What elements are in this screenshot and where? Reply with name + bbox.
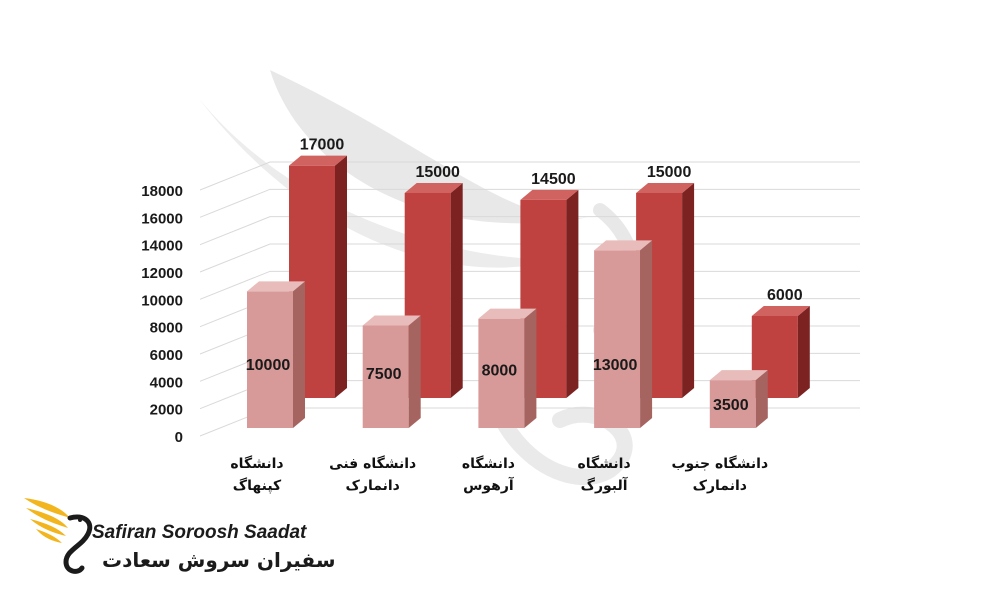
front-bar-side bbox=[755, 370, 768, 428]
category-label: آرهوس bbox=[463, 476, 515, 494]
back-bar-top bbox=[520, 189, 579, 200]
front-bar bbox=[362, 315, 421, 428]
y-tick-label: 4000 bbox=[150, 374, 183, 391]
front-bar-face bbox=[594, 250, 641, 428]
data-label-back: 15000 bbox=[415, 164, 460, 181]
front-bar-face bbox=[247, 291, 293, 428]
category-label: دانشگاه bbox=[230, 455, 283, 472]
back-bar-side bbox=[682, 183, 695, 398]
y-tick-label: 14000 bbox=[141, 238, 183, 255]
category-label: آلبورگ bbox=[581, 476, 629, 494]
front-bar-top bbox=[247, 281, 305, 292]
y-tick-label: 10000 bbox=[141, 292, 183, 309]
back-bar-top bbox=[404, 183, 463, 193]
y-tick-label: 8000 bbox=[150, 320, 183, 337]
data-label-back: 15000 bbox=[647, 164, 692, 181]
logo-name-persian: سفیران سروش سعادت bbox=[102, 548, 336, 572]
y-tick-label: 16000 bbox=[141, 210, 183, 227]
front-bar bbox=[247, 281, 305, 428]
data-label-front: 3500 bbox=[713, 397, 749, 414]
front-bar-side bbox=[640, 240, 653, 428]
front-bar-top bbox=[709, 370, 768, 381]
category-label: دانشگاه فنی bbox=[329, 455, 416, 472]
front-bar-face bbox=[478, 318, 525, 428]
data-label-back: 17000 bbox=[300, 137, 345, 154]
y-tick-label: 2000 bbox=[150, 402, 183, 419]
y-tick-label: 6000 bbox=[150, 347, 183, 364]
back-bar-top bbox=[289, 155, 347, 166]
front-bar-top bbox=[362, 315, 421, 326]
logo-name-english: Safiran Soroosh Saadat bbox=[92, 522, 307, 543]
data-label-front: 8000 bbox=[482, 362, 518, 379]
back-bar-top bbox=[751, 306, 810, 316]
category-label: دانشگاه جنوب bbox=[671, 455, 768, 472]
data-label-front: 10000 bbox=[246, 357, 291, 374]
front-bar-face bbox=[709, 380, 756, 428]
y-tick-label: 18000 bbox=[141, 183, 183, 200]
logo-bird-icon bbox=[24, 498, 93, 574]
data-label-back: 14500 bbox=[531, 171, 576, 188]
company-logo: Safiran Soroosh Saadat سفیران سروش سعادت bbox=[22, 492, 336, 582]
front-bar bbox=[709, 370, 768, 428]
back-bar-side bbox=[450, 183, 463, 398]
category-label: دانمارک bbox=[346, 478, 400, 494]
back-bar-top bbox=[636, 183, 695, 193]
y-tick-label: 0 bbox=[175, 429, 183, 446]
front-bar-side bbox=[408, 315, 421, 428]
front-bar bbox=[594, 240, 653, 428]
data-label-back: 6000 bbox=[767, 287, 803, 304]
front-bar bbox=[478, 308, 537, 428]
back-bar-side bbox=[335, 155, 347, 398]
category-label: دانشگاه bbox=[578, 455, 631, 472]
front-bar-side bbox=[524, 308, 537, 428]
front-bar-side bbox=[293, 281, 305, 428]
gridline bbox=[199, 161, 860, 191]
front-bar-face bbox=[362, 325, 409, 428]
category-label: دانمارک bbox=[693, 478, 747, 494]
category-label: کپنهاگ bbox=[233, 477, 282, 494]
category-label: دانشگاه bbox=[462, 455, 515, 472]
data-label-front: 7500 bbox=[366, 366, 402, 383]
back-bar-side bbox=[566, 189, 579, 398]
back-bar bbox=[404, 183, 463, 398]
y-tick-label: 12000 bbox=[141, 265, 183, 282]
data-label-front: 13000 bbox=[593, 357, 638, 374]
front-bar-top bbox=[478, 308, 537, 319]
back-bar-side bbox=[797, 306, 810, 398]
front-bar-top bbox=[594, 240, 653, 251]
back-bar bbox=[520, 189, 579, 398]
